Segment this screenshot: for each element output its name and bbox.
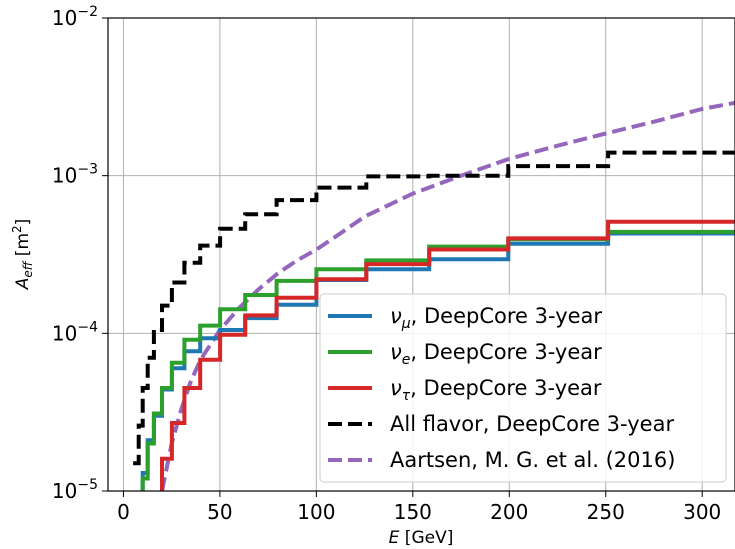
y-tick-base: 10 — [52, 6, 77, 30]
legend-label: , DeepCore 3-year — [410, 340, 602, 364]
y-tick-label: 10−4 — [52, 319, 98, 345]
x-tick-label: 200 — [490, 500, 528, 524]
legend-subscript: τ — [402, 388, 411, 404]
y-axis-label-sup: 2 — [10, 225, 24, 233]
legend-label: , DeepCore 3-year — [410, 376, 602, 400]
y-tick-exponent: −2 — [77, 4, 98, 20]
y-axis-label-unit: [m — [13, 233, 33, 262]
x-axis-label-unit: [GeV] — [399, 528, 453, 548]
legend-entry-nutau: ντ, DeepCore 3-year — [390, 376, 602, 404]
x-axis-label-main: E — [389, 528, 400, 548]
y-axis-label: Aeff [m2] — [10, 219, 35, 291]
plot-frame — [107, 17, 735, 492]
legend-label: All flavor, DeepCore 3-year — [390, 412, 674, 436]
legend-entry-aartsen: Aartsen, M. G. et al. (2016) — [390, 448, 675, 472]
x-tick-label: 250 — [587, 500, 625, 524]
legend-label: Aartsen, M. G. et al. (2016) — [390, 448, 675, 472]
legend-box — [319, 293, 727, 483]
legend-subscript: e — [402, 352, 411, 368]
y-tick-label: 10−2 — [52, 4, 98, 30]
y-tick-exponent: −5 — [77, 477, 98, 493]
y-tick-base: 10 — [52, 479, 77, 503]
x-axis-label: E [GeV] — [389, 528, 454, 548]
x-tick-label: 0 — [117, 500, 130, 524]
y-axis-label-close: ] — [13, 219, 33, 226]
x-tick-label: 100 — [297, 500, 335, 524]
legend-entry-nue: νe, DeepCore 3-year — [390, 340, 602, 368]
y-tick-label: 10−3 — [52, 162, 98, 188]
y-tick-label: 10−5 — [52, 477, 98, 503]
y-axis-label-sub: eff — [21, 260, 35, 277]
legend-entry-numu: νμ, DeepCore 3-year — [390, 304, 602, 332]
y-tick-base: 10 — [52, 164, 77, 188]
legend-entry-all: All flavor, DeepCore 3-year — [390, 412, 674, 436]
legend-subscript: μ — [401, 316, 411, 332]
y-tick-base: 10 — [52, 321, 77, 345]
series-line-aartsen — [160, 100, 735, 491]
legend-symbol: ν — [390, 304, 402, 328]
legend-symbol: ν — [390, 340, 402, 364]
y-tick-exponent: −4 — [77, 319, 98, 335]
legend-label: , DeepCore 3-year — [411, 304, 603, 328]
legend-symbol: ν — [390, 376, 402, 400]
x-tick-label: 150 — [394, 500, 432, 524]
series-line-nutau — [160, 219, 735, 491]
y-tick-exponent: −3 — [77, 162, 98, 178]
x-tick-label: 300 — [683, 500, 721, 524]
y-axis-label-main: A — [13, 278, 33, 291]
x-tick-label: 50 — [207, 500, 232, 524]
series-line-all — [133, 150, 735, 466]
series-layer — [133, 100, 735, 491]
